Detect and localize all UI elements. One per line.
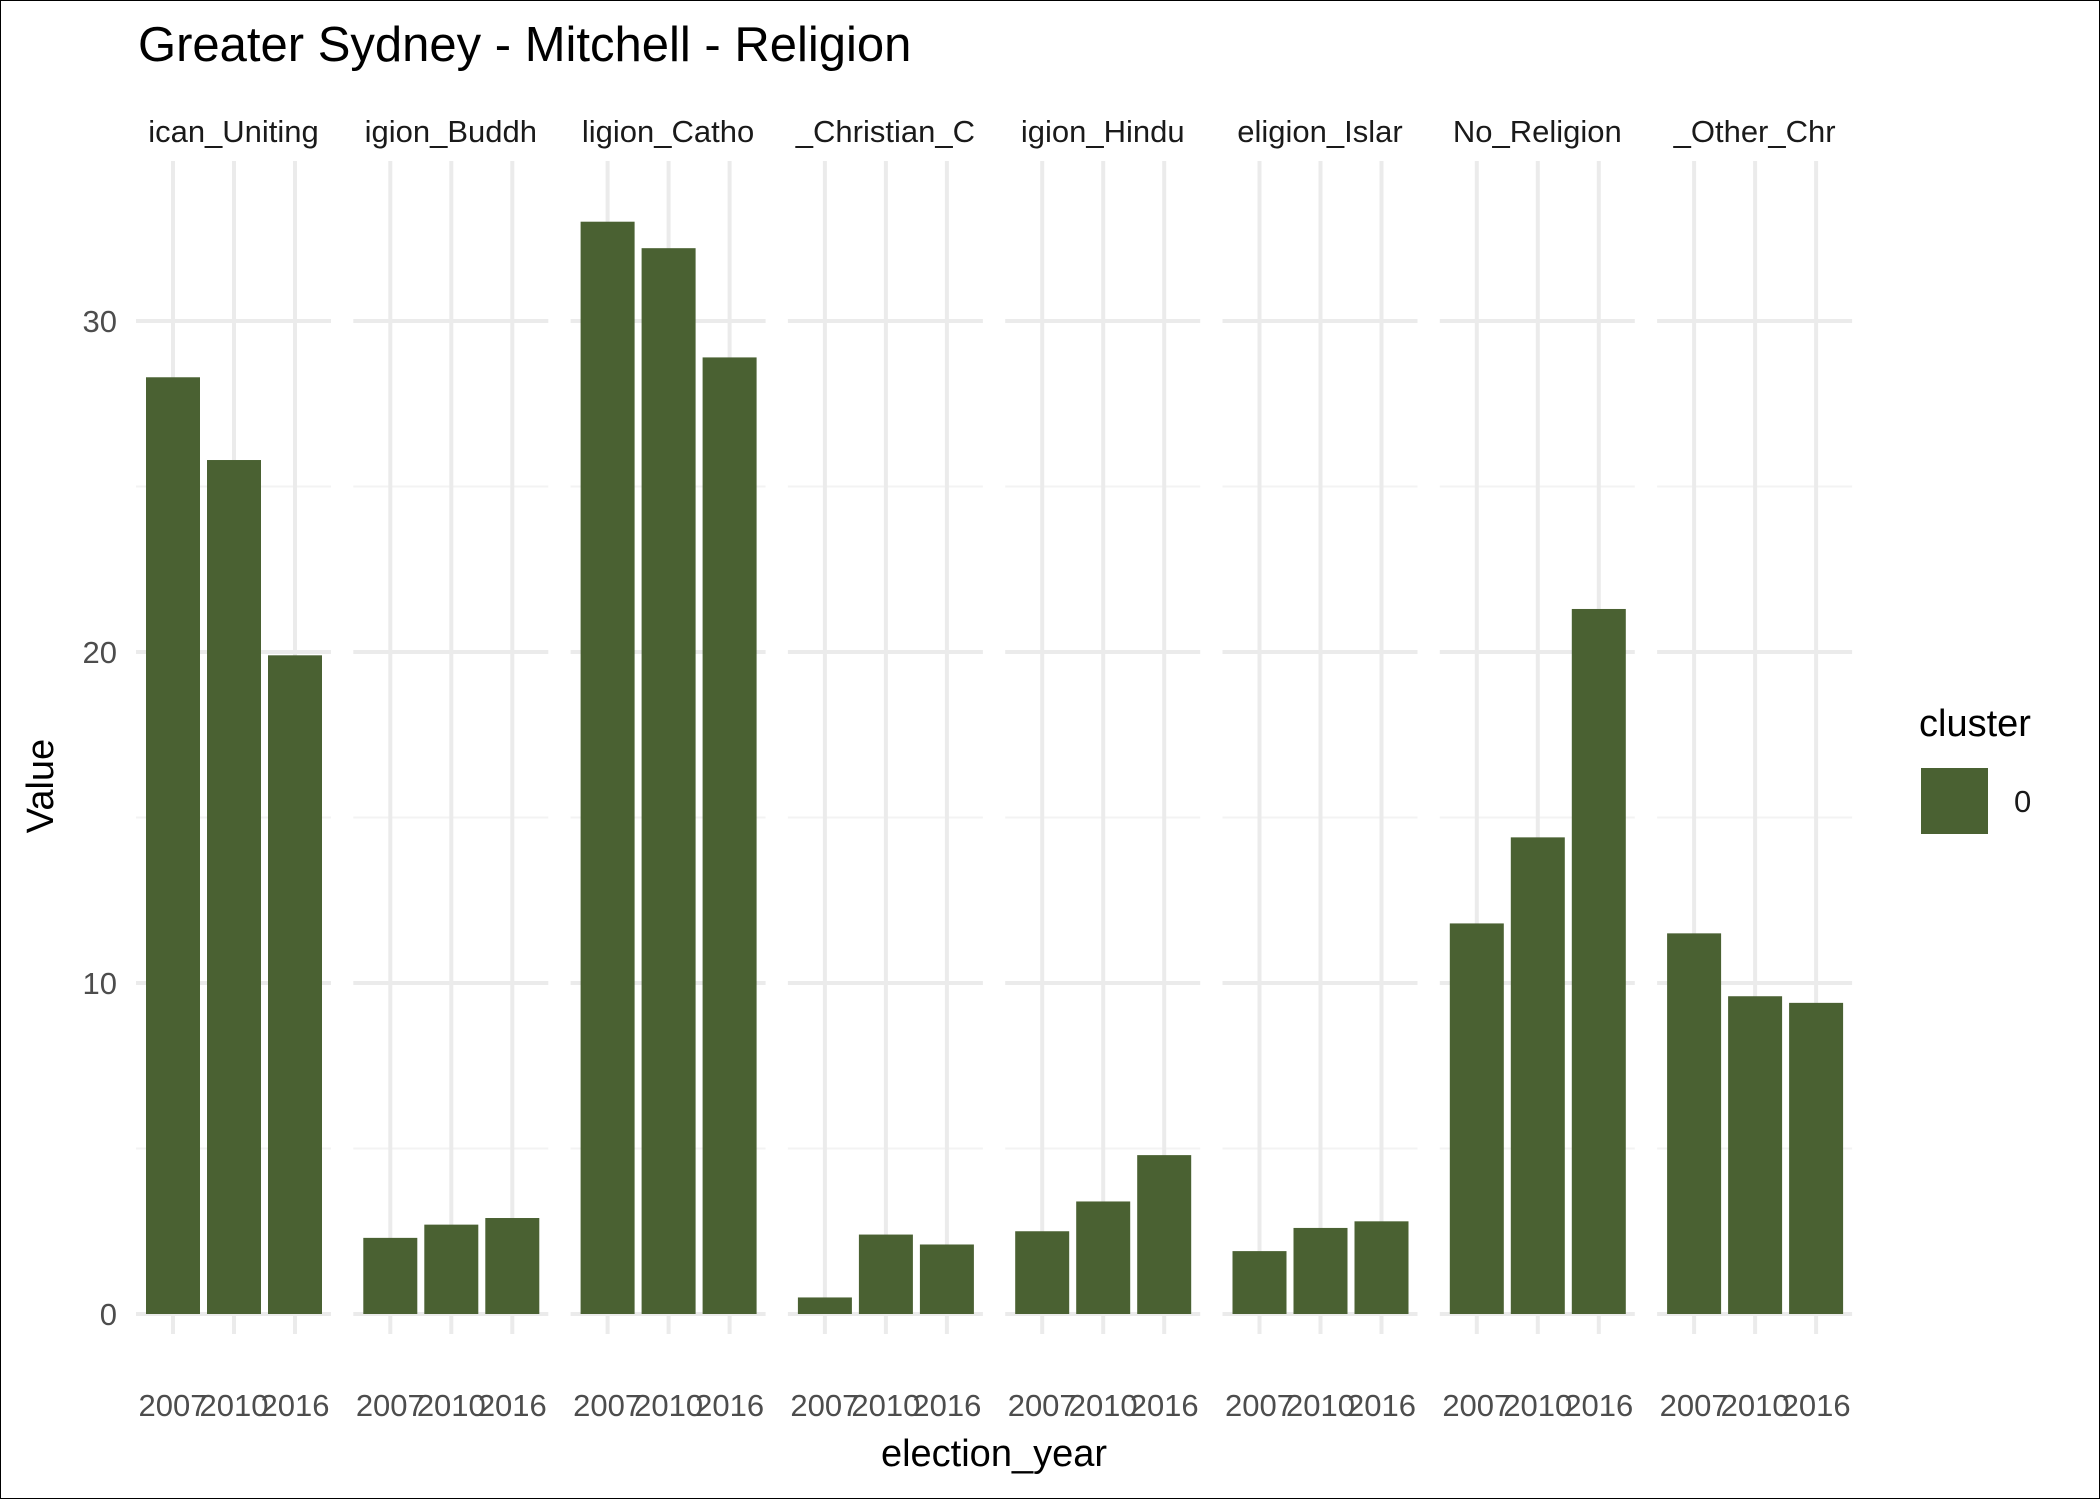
bar	[363, 1237, 418, 1314]
legend-swatch	[1921, 768, 1988, 834]
x-tick-label: 2007	[356, 1388, 425, 1423]
legend-title: cluster	[1919, 703, 2031, 745]
x-tick-label: 2016	[1347, 1388, 1416, 1423]
x-tick-label: 2016	[1130, 1388, 1199, 1423]
bar	[1137, 1155, 1192, 1314]
x-tick-label: 2007	[1225, 1388, 1294, 1423]
legend-label: 0	[2014, 784, 2031, 819]
x-tick-label: 2016	[261, 1388, 330, 1423]
x-tick-label: 2010	[200, 1388, 269, 1423]
legend: cluster 0	[1919, 703, 2031, 834]
facet-strip-label: eligion_Islar	[1237, 114, 1402, 149]
facet-strip-label: igion_Buddh	[365, 114, 537, 149]
bar	[702, 357, 757, 1314]
bar	[1293, 1227, 1348, 1314]
x-tick-label: 2010	[417, 1388, 486, 1423]
bar	[580, 221, 635, 1315]
facet-strip-label: No_Religion	[1453, 114, 1622, 149]
bar	[919, 1244, 974, 1314]
facet-strip-label: _Christian_C	[795, 114, 975, 149]
x-axis-title: election_year	[881, 1433, 1107, 1475]
x-tick-label: 2016	[478, 1388, 547, 1423]
bar	[1510, 837, 1565, 1314]
bar	[1728, 996, 1783, 1314]
facet-strip-label: igion_Hindu	[1021, 114, 1185, 149]
bar	[1076, 1201, 1131, 1314]
bar	[268, 655, 322, 1314]
bar	[1232, 1251, 1287, 1314]
bar	[424, 1224, 479, 1314]
x-tick-label: 2010	[634, 1388, 703, 1423]
bar	[858, 1234, 913, 1314]
y-axis: 0 10 20 30	[83, 304, 117, 1332]
x-tick-label: 2007	[139, 1388, 208, 1423]
bar	[1354, 1221, 1409, 1314]
x-tick-label: 2010	[1286, 1388, 1355, 1423]
y-tick-label: 30	[83, 304, 117, 339]
bar	[485, 1218, 540, 1314]
x-tick-label: 2010	[1503, 1388, 1572, 1423]
y-axis-title: Value	[20, 739, 62, 833]
bar	[207, 460, 261, 1314]
bar	[146, 377, 200, 1314]
facet-panels: ican_Uniting200720102016igion_Buddh20072…	[136, 114, 1853, 1423]
bar	[1789, 1002, 1844, 1314]
facet-strip-label: _Other_Chr	[1673, 114, 1836, 149]
x-tick-label: 2016	[1782, 1388, 1851, 1423]
facet-strip-label: ican_Uniting	[148, 114, 319, 149]
x-tick-label: 2016	[695, 1388, 764, 1423]
bar	[641, 248, 696, 1315]
y-tick-label: 0	[100, 1297, 117, 1332]
chart-title: Greater Sydney - Mitchell - Religion	[138, 18, 911, 72]
bar	[1667, 933, 1722, 1314]
bar	[1571, 608, 1626, 1314]
x-tick-label: 2007	[1660, 1388, 1729, 1423]
facet-strip-label: ligion_Catho	[582, 114, 754, 149]
x-tick-label: 2016	[1564, 1388, 1633, 1423]
y-tick-label: 20	[83, 635, 117, 670]
x-tick-label: 2010	[851, 1388, 920, 1423]
x-tick-label: 2007	[573, 1388, 642, 1423]
x-tick-label: 2007	[1442, 1388, 1511, 1423]
bar	[797, 1297, 852, 1314]
bar	[1449, 923, 1504, 1314]
x-tick-label: 2016	[912, 1388, 981, 1423]
x-tick-label: 2007	[1008, 1388, 1077, 1423]
x-tick-label: 2010	[1069, 1388, 1138, 1423]
x-tick-label: 2007	[790, 1388, 859, 1423]
y-tick-label: 10	[83, 966, 117, 1001]
bar	[1015, 1231, 1070, 1314]
x-tick-label: 2010	[1721, 1388, 1790, 1423]
